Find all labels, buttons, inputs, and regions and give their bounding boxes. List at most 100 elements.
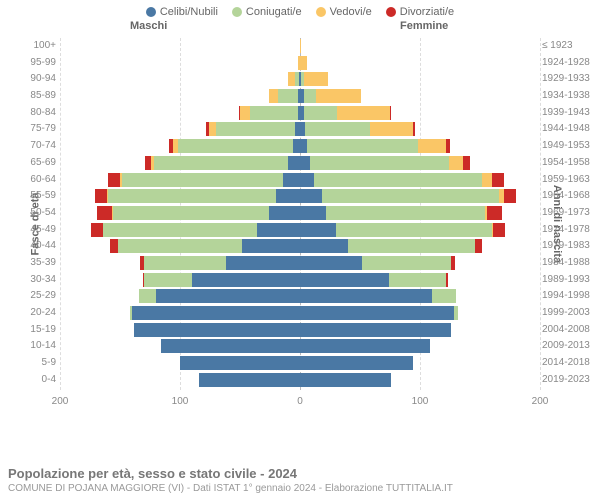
x-tick: 200 [532, 396, 549, 407]
bar-segment [305, 122, 370, 136]
bar-segment [161, 339, 300, 353]
bar-female [300, 56, 307, 70]
bar-segment [310, 156, 449, 170]
age-label: 75-79 [18, 123, 56, 134]
bar-segment [300, 323, 451, 337]
pyramid-chart: Fasce di età Anni di nascita 100+≤ 19239… [0, 34, 600, 414]
bar-male [91, 223, 300, 237]
bar-female [300, 306, 458, 320]
bar-segment [316, 89, 362, 103]
age-label: 15-19 [18, 324, 56, 335]
birth-year-label: 1934-1938 [542, 90, 596, 101]
bar-segment [300, 356, 413, 370]
chart-title: Popolazione per età, sesso e stato civil… [8, 466, 453, 481]
birth-year-label: 1979-1983 [542, 240, 596, 251]
bar-male [169, 139, 300, 153]
age-row: 10-142009-2013 [60, 338, 540, 355]
age-row: 95-991924-1928 [60, 55, 540, 72]
bar-segment [108, 173, 120, 187]
bar-segment [300, 273, 389, 287]
bar-segment [257, 223, 300, 237]
bar-segment [300, 306, 454, 320]
bar-segment [276, 189, 300, 203]
age-row: 80-841939-1943 [60, 105, 540, 122]
bar-segment [199, 373, 300, 387]
bar-segment [300, 339, 430, 353]
bar-female [300, 122, 415, 136]
birth-year-label: 1964-1968 [542, 190, 596, 201]
bar-segment [322, 189, 500, 203]
age-label: 35-39 [18, 257, 56, 268]
birth-year-label: 1924-1928 [542, 57, 596, 68]
age-label: 90-94 [18, 73, 56, 84]
bar-female [300, 89, 361, 103]
bar-segment [475, 239, 482, 253]
bar-segment [390, 106, 391, 120]
birth-year-label: 1994-1998 [542, 290, 596, 301]
age-label: 55-59 [18, 190, 56, 201]
bar-male [143, 273, 300, 287]
bar-segment [97, 206, 111, 220]
bar-male [199, 373, 300, 387]
birth-year-label: 1984-1988 [542, 257, 596, 268]
bar-male [134, 323, 300, 337]
bar-segment [304, 106, 338, 120]
bar-segment [144, 273, 192, 287]
age-label: 70-74 [18, 140, 56, 151]
bar-male [140, 256, 300, 270]
legend-swatch [316, 7, 326, 17]
legend: Celibi/NubiliConiugati/eVedovi/eDivorzia… [0, 0, 600, 20]
bar-male [145, 156, 300, 170]
bar-segment [307, 139, 417, 153]
bar-segment [226, 256, 300, 270]
bar-segment [454, 306, 459, 320]
bar-segment [300, 239, 348, 253]
age-label: 25-29 [18, 290, 56, 301]
bar-segment [300, 173, 314, 187]
bar-female [300, 173, 504, 187]
bar-segment [348, 239, 475, 253]
bar-segment [336, 223, 492, 237]
bar-segment [300, 289, 432, 303]
bar-segment [300, 156, 310, 170]
bar-segment [132, 306, 300, 320]
x-axis: 2001000100200 [60, 394, 540, 414]
birth-year-label: 1959-1963 [542, 174, 596, 185]
bar-segment [326, 206, 484, 220]
age-row: 30-341989-1993 [60, 272, 540, 289]
age-label: 60-64 [18, 174, 56, 185]
bar-segment [240, 106, 250, 120]
birth-year-label: 1974-1978 [542, 224, 596, 235]
age-label: 65-69 [18, 157, 56, 168]
age-row: 85-891934-1938 [60, 88, 540, 105]
chart-rows: 100+≤ 192395-991924-192890-941929-193385… [60, 38, 540, 390]
age-row: 40-441979-1983 [60, 238, 540, 255]
bar-segment [300, 206, 326, 220]
bar-segment [300, 223, 336, 237]
age-label: 10-14 [18, 340, 56, 351]
legend-swatch [232, 7, 242, 17]
bar-segment [180, 356, 300, 370]
bar-female [300, 273, 448, 287]
age-row: 50-541969-1973 [60, 205, 540, 222]
bar-female [300, 256, 455, 270]
age-row: 70-741949-1953 [60, 138, 540, 155]
age-row: 45-491974-1978 [60, 222, 540, 239]
age-row: 90-941929-1933 [60, 71, 540, 88]
chart-subtitle: COMUNE DI POJANA MAGGIORE (VI) - Dati IS… [8, 483, 453, 494]
bar-segment [216, 122, 295, 136]
x-tick: 100 [412, 396, 429, 407]
bar-female [300, 39, 301, 53]
bar-female [300, 206, 502, 220]
bar-segment [108, 189, 276, 203]
bar-segment [110, 239, 117, 253]
birth-year-label: 1969-1973 [542, 207, 596, 218]
bar-segment [300, 373, 391, 387]
age-row: 100+≤ 1923 [60, 38, 540, 55]
bar-female [300, 373, 391, 387]
gridline [540, 38, 541, 390]
bar-segment [278, 89, 297, 103]
bar-segment [293, 139, 300, 153]
bar-segment [304, 72, 328, 86]
bar-female [300, 139, 450, 153]
